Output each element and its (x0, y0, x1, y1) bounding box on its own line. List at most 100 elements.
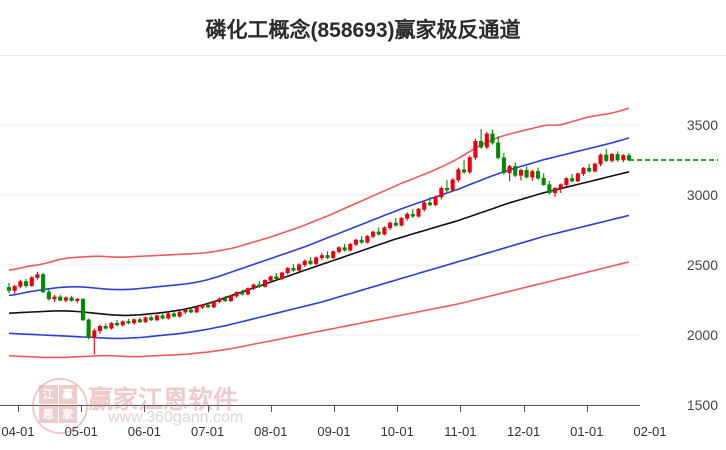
candle-body (109, 322, 114, 329)
candle-body (69, 297, 74, 301)
x-axis-tick (18, 405, 19, 412)
candle-body (524, 170, 529, 178)
x-axis-tick-label: 07-01 (190, 424, 225, 439)
candle-body (103, 326, 108, 329)
candle-body (501, 157, 506, 174)
candle-body (342, 247, 347, 251)
x-axis-tick-label: 06-01 (127, 424, 162, 439)
candlestick-series (6, 129, 632, 355)
candle-body (29, 277, 34, 287)
band-极反通道中轨 (8, 171, 630, 317)
candle-body (12, 285, 17, 291)
candle-body (194, 306, 199, 313)
candle-body (422, 202, 427, 210)
y-axis-tick-label: 3000 (686, 187, 718, 203)
candle-body (80, 298, 85, 321)
candle-body (154, 315, 159, 321)
candle-body (604, 154, 609, 161)
candle-body (92, 330, 97, 338)
candle-body (63, 297, 68, 301)
candle-body (285, 268, 290, 274)
candle-body (473, 140, 478, 158)
candle-body (382, 227, 387, 235)
candle-body (217, 298, 222, 302)
candle-body (183, 309, 188, 313)
y-axis-tick-label: 2500 (686, 257, 718, 273)
candle-body (370, 231, 376, 237)
candle-body (450, 179, 455, 191)
candle-body (308, 260, 313, 264)
band-极反通道次上轨 (8, 137, 630, 297)
candle-body (388, 222, 393, 229)
candle-body (518, 170, 523, 176)
y-axis-tick-label: 1500 (686, 397, 718, 413)
candle-body (120, 321, 125, 326)
band-极反通道下轨 (8, 261, 630, 359)
candle-body (137, 319, 142, 323)
candle-body (575, 173, 580, 182)
x-axis-tick (334, 405, 335, 412)
candle-body (319, 255, 324, 259)
x-axis-line (0, 405, 640, 406)
candle-body (581, 167, 586, 175)
candle-body (479, 140, 484, 148)
candle-body (513, 166, 518, 176)
candle-body (302, 260, 307, 266)
candle-body (6, 287, 12, 291)
candle-body (416, 208, 421, 217)
candle-body (177, 311, 182, 317)
page-title: 磷化工概念(858693)赢家极反通道 (205, 19, 521, 42)
candle-body (245, 288, 250, 295)
candle-body (530, 171, 535, 178)
x-axis-tick-label: 02-01 (633, 424, 667, 439)
x-axis-tick-label: 10-01 (380, 424, 414, 439)
candle-body (46, 291, 51, 300)
candle-body (35, 274, 40, 278)
candle-body (200, 304, 205, 308)
candle-body (149, 317, 154, 321)
candle-body (228, 295, 233, 302)
x-axis-tick-label: 04-01 (1, 424, 35, 439)
x-axis-tick-label: 08-01 (254, 424, 288, 439)
candle-body (484, 133, 489, 148)
candle-body (206, 304, 211, 308)
candle-body (126, 321, 131, 324)
candle-body (86, 319, 91, 338)
candle-body (626, 155, 632, 161)
candle-body (444, 187, 450, 191)
candle-body (24, 281, 29, 287)
candle-body (262, 280, 268, 287)
x-axis-tick (81, 405, 83, 412)
candle-body (399, 217, 404, 226)
candle-body (251, 284, 256, 289)
candle-body (325, 255, 330, 259)
x-axis-tick (207, 405, 209, 412)
candle-body (553, 187, 558, 194)
candle-body (609, 154, 614, 161)
candle-body (348, 243, 353, 251)
candle-body (336, 247, 341, 252)
candle-body (143, 317, 148, 323)
candle-body (405, 214, 410, 219)
candle-body (490, 133, 495, 144)
y-axis-tick-label: 3500 (686, 117, 718, 133)
x-axis-tick-label: 01-01 (570, 424, 604, 439)
candle-body (570, 178, 575, 182)
candle-body (58, 296, 63, 301)
candle-body (541, 177, 546, 185)
x-axis-tick (144, 405, 146, 412)
candle-body (331, 251, 336, 259)
candle-body (52, 296, 57, 300)
candle-body (564, 178, 569, 185)
candle-body (115, 322, 120, 326)
title-divider (0, 55, 726, 56)
candle-body (274, 276, 279, 280)
candle-body (376, 231, 381, 235)
candle-body (268, 276, 273, 281)
candle-body (75, 298, 80, 301)
band-极反通道上轨 (8, 107, 630, 271)
candle-body (223, 298, 228, 302)
candle-body (439, 187, 444, 198)
candle-body (211, 301, 216, 308)
candle-body (297, 264, 302, 271)
